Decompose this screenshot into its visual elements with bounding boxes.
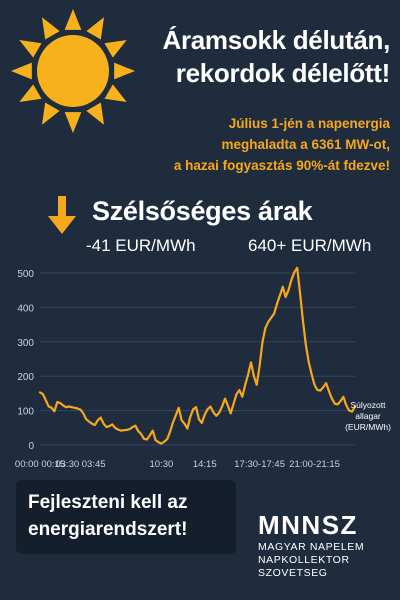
headline-line-1: Áramsokk délután, bbox=[162, 25, 390, 55]
y-tick-label: 200 bbox=[17, 372, 34, 383]
sun-icon bbox=[11, 9, 135, 133]
price-series-line bbox=[38, 266, 357, 445]
sun-ray bbox=[19, 84, 42, 102]
x-tick-label: 14:15 bbox=[193, 459, 217, 470]
sun-ray bbox=[64, 9, 82, 30]
sun-ray bbox=[42, 17, 60, 40]
y-tick-label: 400 bbox=[17, 303, 34, 314]
org-logo-abbr: MNNSZ bbox=[258, 510, 358, 540]
org-name-line-1: MAGYAR NAPELEM bbox=[258, 541, 365, 553]
callout-text: Fejleszteni kell az energiarendszert! bbox=[28, 489, 224, 543]
y-tick-label: 500 bbox=[17, 269, 34, 280]
callout-line-2: energiarendszert! bbox=[28, 519, 188, 540]
headline: Áramsokk délután, rekordok délelőtt! bbox=[140, 24, 390, 90]
org-name-line-3: SZOVETSEG bbox=[258, 567, 328, 579]
sun-ray bbox=[86, 102, 104, 125]
sun-ray bbox=[104, 84, 127, 102]
org-name-line-2: NAPKOLLEKTOR bbox=[258, 554, 350, 566]
sun-ray bbox=[104, 40, 127, 58]
y-tick-label: 0 bbox=[28, 441, 34, 452]
y-tick-label: 100 bbox=[17, 407, 34, 418]
subtext-line-3: a hazai fogyasztás 90%-át fdezve! bbox=[173, 158, 390, 173]
section-title: Szélsőséges árak bbox=[92, 196, 313, 226]
annotation-line-3: (EUR/MWh) bbox=[345, 422, 391, 432]
callout-box: Fejleszteni kell az energiarendszert! bbox=[16, 480, 236, 554]
headline-line-2: rekordok délelőtt! bbox=[175, 58, 391, 88]
sun-disc bbox=[37, 35, 109, 107]
x-tick-label: 21:00-21:15 bbox=[289, 459, 340, 470]
callout-line-1: Fejleszteni kell az bbox=[28, 492, 188, 513]
subtext: Július 1-jén a napenergia meghaladta a 6… bbox=[100, 113, 390, 176]
x-tick-label: 03:30 03:45 bbox=[55, 459, 105, 470]
sun-ray bbox=[114, 62, 135, 80]
subtext-line-1: Július 1-jén a napenergia bbox=[228, 116, 390, 131]
x-tick-label: 10:30 bbox=[149, 459, 173, 470]
annotation-line-1: Súlyozott bbox=[351, 400, 387, 410]
sun-ray bbox=[42, 102, 60, 125]
x-tick-label: 17:30-17:45 bbox=[234, 459, 285, 470]
arrow-down-icon bbox=[48, 196, 76, 234]
subtext-line-2: meghaladta a 6361 MW-ot, bbox=[221, 137, 390, 152]
sun-ray bbox=[86, 17, 104, 40]
sun-ray bbox=[11, 62, 32, 80]
org-name: MAGYAR NAPELEM NAPKOLLEKTOR SZOVETSEG bbox=[258, 541, 364, 580]
price-high-label: 640+ EUR/MWh bbox=[248, 236, 372, 255]
price-low-label: -41 EUR/MWh bbox=[86, 236, 196, 255]
sun-ray bbox=[19, 40, 42, 58]
y-tick-label: 300 bbox=[17, 338, 34, 349]
annotation-line-2: allagar bbox=[355, 411, 381, 421]
sun-ray bbox=[64, 112, 82, 133]
x-tick-label: 00:00 00:15 bbox=[15, 459, 65, 470]
